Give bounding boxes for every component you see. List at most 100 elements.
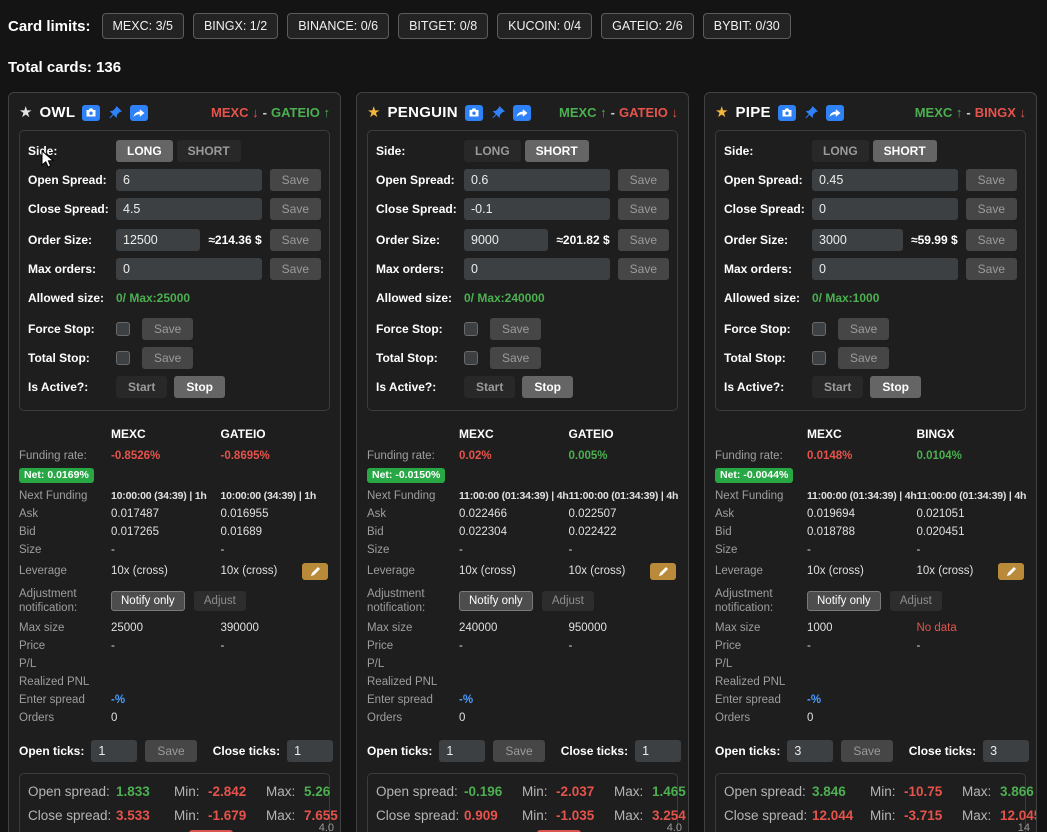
stop-button[interactable]: Stop <box>174 376 226 398</box>
save-open-ticks-button[interactable]: Save <box>145 740 197 762</box>
adjust-button[interactable]: Adjust <box>541 591 594 611</box>
long-button[interactable]: LONG <box>812 140 869 162</box>
save-force-stop-button[interactable]: Save <box>490 318 542 340</box>
save-open-ticks-button[interactable]: Save <box>841 740 893 762</box>
max-orders-input[interactable] <box>812 258 958 280</box>
camera-icon[interactable] <box>777 104 796 121</box>
pin-icon[interactable] <box>107 105 123 121</box>
long-button[interactable]: LONG <box>464 140 521 162</box>
save-max-orders-button[interactable]: Save <box>269 258 321 280</box>
camera-icon[interactable] <box>82 104 101 121</box>
save-force-stop-button[interactable]: Save <box>838 318 890 340</box>
camera-icon[interactable] <box>464 104 483 121</box>
save-order-size-button[interactable]: Save <box>965 229 1017 251</box>
limit-button-binance[interactable]: BINANCE: 0/6 <box>287 13 390 39</box>
open-min-value: -2.842 <box>208 784 247 799</box>
save-open-spread-button[interactable]: Save <box>965 169 1017 191</box>
close-ticks-input[interactable] <box>287 740 334 762</box>
start-button[interactable]: Start <box>812 376 864 398</box>
limit-button-mexc[interactable]: MEXC: 3/5 <box>101 13 184 39</box>
open-spread-input[interactable] <box>116 169 262 191</box>
save-open-ticks-button[interactable]: Save <box>493 740 545 762</box>
open-spread-input[interactable] <box>812 169 958 191</box>
save-max-orders-button[interactable]: Save <box>617 258 669 280</box>
open-spread-input[interactable] <box>464 169 610 191</box>
card-name: PENGUIN <box>387 104 458 121</box>
close-ticks-input[interactable] <box>635 740 682 762</box>
limit-button-kucoin[interactable]: KUCOIN: 0/4 <box>497 13 593 39</box>
leverage-edit-button[interactable] <box>650 562 676 580</box>
short-button[interactable]: SHORT <box>524 140 589 162</box>
save-order-size-button[interactable]: Save <box>617 229 669 251</box>
save-open-spread-button[interactable]: Save <box>269 169 321 191</box>
share-icon[interactable] <box>512 104 531 121</box>
save-total-stop-button[interactable]: Save <box>142 347 194 369</box>
close-spread-input[interactable] <box>812 198 958 220</box>
leverage-edit-button[interactable] <box>302 562 328 580</box>
save-total-stop-button[interactable]: Save <box>490 347 542 369</box>
start-button[interactable]: Start <box>464 376 516 398</box>
favorite-star-icon[interactable]: ★ <box>19 104 33 121</box>
short-button[interactable]: SHORT <box>872 140 937 162</box>
close-spread-stat-value: 12.044 <box>812 808 854 823</box>
pin-icon[interactable] <box>803 105 819 121</box>
start-button[interactable]: Start <box>116 376 168 398</box>
save-close-spread-button[interactable]: Save <box>965 198 1017 220</box>
order-size-input[interactable] <box>116 229 201 251</box>
short-button[interactable]: SHORT <box>176 140 241 162</box>
limit-button-bingx[interactable]: BINGX: 1/2 <box>192 13 279 39</box>
total-stop-checkbox[interactable] <box>812 351 826 365</box>
open-ticks-input[interactable] <box>787 740 834 762</box>
close-spread-input[interactable] <box>464 198 610 220</box>
pin-icon[interactable] <box>490 105 506 121</box>
force-stop-checkbox[interactable] <box>464 322 478 336</box>
close-spread-input[interactable] <box>116 198 262 220</box>
limit-button-gateio[interactable]: GATEIO: 2/6 <box>601 13 694 39</box>
open-spread-stat-value: 1.833 <box>116 784 150 799</box>
stop-button[interactable]: Stop <box>522 376 574 398</box>
side-label: Side: <box>724 144 754 158</box>
open-ticks-input[interactable] <box>91 740 138 762</box>
force-stop-checkbox[interactable] <box>812 322 826 336</box>
pl-label: P/L <box>367 657 385 670</box>
max-size-left-value: 25000 <box>111 622 143 634</box>
open-ticks-label: Open ticks: <box>367 744 433 758</box>
adjust-button[interactable]: Adjust <box>889 591 942 611</box>
limit-button-bybit[interactable]: BYBIT: 0/30 <box>702 13 791 39</box>
leverage-left-value: 10x (cross) <box>459 565 516 577</box>
leverage-right-value: 10x (cross) <box>568 565 626 577</box>
realized-pnl-label: Realized PNL <box>19 675 90 688</box>
notify-only-button[interactable]: Notify only <box>807 591 881 611</box>
stop-button[interactable]: Stop <box>870 376 922 398</box>
save-close-spread-button[interactable]: Save <box>617 198 669 220</box>
save-total-stop-button[interactable]: Save <box>838 347 890 369</box>
save-force-stop-button[interactable]: Save <box>142 318 194 340</box>
notify-only-button[interactable]: Notify only <box>459 591 533 611</box>
share-icon[interactable] <box>130 104 149 121</box>
adjust-button[interactable]: Adjust <box>193 591 246 611</box>
total-stop-checkbox[interactable] <box>464 351 478 365</box>
max-orders-input[interactable] <box>116 258 262 280</box>
force-stop-checkbox[interactable] <box>116 322 130 336</box>
save-open-spread-button[interactable]: Save <box>617 169 669 191</box>
favorite-star-icon[interactable]: ★ <box>715 104 729 121</box>
direction-left: MEXC ↑ <box>559 105 607 120</box>
long-button[interactable]: LONG <box>116 140 173 162</box>
save-order-size-button[interactable]: Save <box>269 229 321 251</box>
size-right-value: - <box>916 544 921 556</box>
max-orders-input[interactable] <box>464 258 610 280</box>
order-size-input[interactable] <box>464 229 549 251</box>
save-max-orders-button[interactable]: Save <box>965 258 1017 280</box>
favorite-star-icon[interactable]: ★ <box>367 104 381 121</box>
total-stop-checkbox[interactable] <box>116 351 130 365</box>
price-left-value: - <box>111 640 115 652</box>
close-ticks-input[interactable] <box>983 740 1030 762</box>
notify-only-button[interactable]: Notify only <box>111 591 185 611</box>
save-close-spread-button[interactable]: Save <box>269 198 321 220</box>
leverage-edit-button[interactable] <box>998 562 1024 580</box>
share-icon[interactable] <box>825 104 844 121</box>
ask-label: Ask <box>367 507 387 520</box>
limit-button-bitget[interactable]: BITGET: 0/8 <box>398 13 489 39</box>
order-size-input[interactable] <box>812 229 904 251</box>
open-ticks-input[interactable] <box>439 740 486 762</box>
